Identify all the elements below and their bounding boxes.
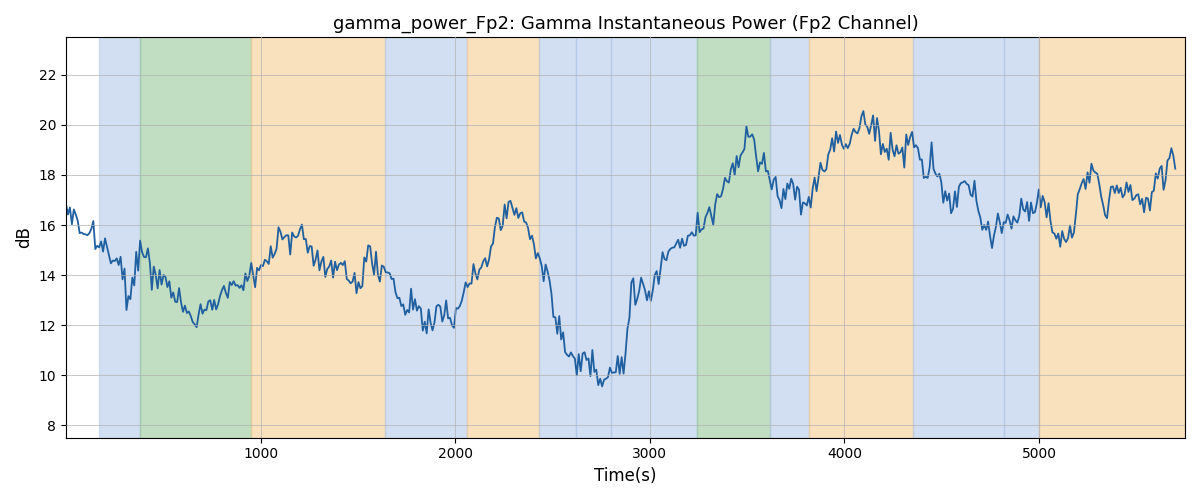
Bar bbox=[770, 38, 810, 438]
Bar bbox=[912, 38, 1004, 438]
Title: gamma_power_Fp2: Gamma Instantaneous Power (Fp2 Channel): gamma_power_Fp2: Gamma Instantaneous Pow… bbox=[332, 15, 918, 34]
Y-axis label: dB: dB bbox=[14, 226, 32, 248]
Bar bbox=[251, 38, 385, 438]
Bar bbox=[696, 38, 770, 438]
Bar bbox=[576, 38, 611, 438]
Bar bbox=[539, 38, 576, 438]
Bar bbox=[140, 38, 251, 438]
X-axis label: Time(s): Time(s) bbox=[594, 467, 656, 485]
Bar bbox=[1039, 38, 1186, 438]
Bar bbox=[1004, 38, 1039, 438]
Bar bbox=[100, 38, 140, 438]
Bar bbox=[385, 38, 467, 438]
Bar bbox=[810, 38, 912, 438]
Bar bbox=[467, 38, 539, 438]
Bar bbox=[611, 38, 696, 438]
